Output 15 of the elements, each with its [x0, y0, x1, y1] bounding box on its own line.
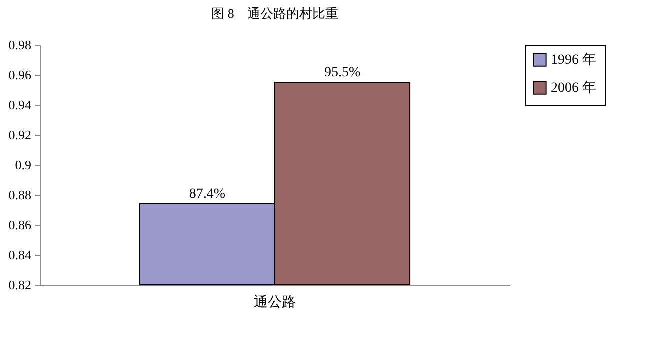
- y-tick-label: 0.88: [8, 188, 32, 202]
- y-tick-label: 0.96: [8, 68, 32, 82]
- y-tick-label: 0.86: [8, 218, 32, 232]
- data-label: 95.5%: [324, 66, 361, 80]
- legend-label: 1996 年: [551, 52, 596, 68]
- chart-title: 图 8 通公路的村比重: [212, 6, 338, 21]
- y-tick-label: 0.84: [8, 248, 32, 262]
- legend-label: 2006 年: [551, 80, 596, 96]
- y-tick-label: 0.9: [15, 158, 32, 172]
- x-tick-label: 通公路: [254, 294, 296, 310]
- y-tick-label: 0.92: [8, 128, 32, 142]
- y-tick-label: 0.98: [8, 38, 32, 52]
- data-label: 87.4%: [189, 187, 226, 202]
- y-tick-label: 0.94: [8, 98, 32, 112]
- y-tick-label: 0.82: [8, 278, 32, 292]
